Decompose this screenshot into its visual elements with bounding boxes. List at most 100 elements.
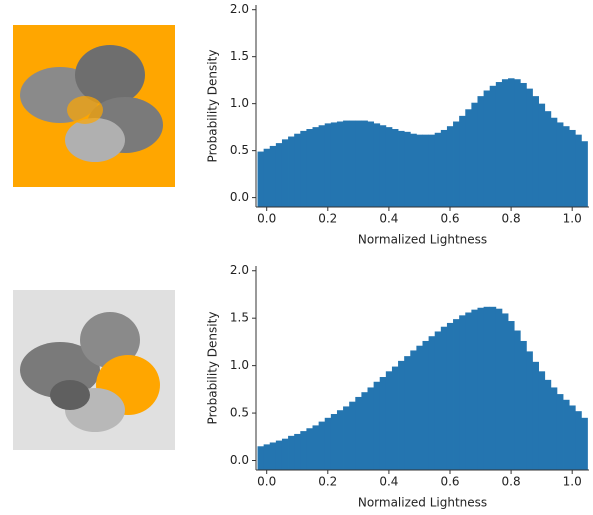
bar xyxy=(288,435,295,470)
bar xyxy=(508,321,515,470)
y-axis-label: Probability Density xyxy=(206,312,220,425)
bar xyxy=(367,387,375,470)
image-gray xyxy=(13,290,175,450)
bar xyxy=(294,133,301,207)
bar xyxy=(275,440,283,470)
bar xyxy=(526,88,533,207)
y-tick-label: 1.5 xyxy=(230,311,249,325)
bar xyxy=(373,381,381,470)
bar xyxy=(520,82,527,207)
y-tick-label: 1.0 xyxy=(230,96,249,110)
x-tick-label: 1.0 xyxy=(563,212,582,226)
bar xyxy=(556,394,564,470)
bar xyxy=(324,123,332,207)
bar xyxy=(398,130,405,207)
bar xyxy=(361,392,368,470)
bar xyxy=(318,421,326,470)
bar xyxy=(575,134,582,207)
bar xyxy=(471,102,478,207)
x-tick-label: 0.4 xyxy=(379,475,398,489)
bar xyxy=(514,79,521,207)
bar xyxy=(483,306,491,470)
bar xyxy=(495,82,503,207)
bar xyxy=(563,399,570,470)
bar xyxy=(263,148,271,207)
bar xyxy=(532,96,539,207)
bar xyxy=(318,125,326,207)
bar xyxy=(404,356,411,470)
bar xyxy=(520,340,527,470)
bar xyxy=(459,115,466,207)
bar xyxy=(569,405,576,470)
bar xyxy=(453,121,460,207)
bar xyxy=(330,414,338,470)
bar xyxy=(581,417,588,470)
bar xyxy=(434,132,442,207)
bar xyxy=(550,117,558,207)
bar xyxy=(569,129,576,207)
bar xyxy=(385,371,393,470)
bar xyxy=(526,351,533,470)
x-axis-label: Normalized Lightness xyxy=(358,233,487,247)
bar xyxy=(379,377,387,470)
bar xyxy=(294,433,301,470)
bar xyxy=(538,371,546,470)
bar xyxy=(300,130,307,207)
x-tick-label: 0.8 xyxy=(502,475,521,489)
bar xyxy=(306,428,313,470)
bar xyxy=(489,85,497,207)
bar xyxy=(349,120,356,207)
bar xyxy=(446,322,454,470)
bar xyxy=(453,319,460,470)
bar xyxy=(391,366,399,470)
bar xyxy=(385,127,393,207)
bar xyxy=(257,151,265,207)
bar xyxy=(575,411,582,470)
bar xyxy=(544,379,552,470)
bar xyxy=(336,410,344,470)
bar xyxy=(410,350,417,470)
x-tick-label: 0.2 xyxy=(318,475,337,489)
bar xyxy=(422,340,430,470)
bar xyxy=(477,96,485,207)
y-tick-label: 0.5 xyxy=(230,406,249,420)
bar xyxy=(538,103,546,207)
image-orange xyxy=(13,25,175,187)
bar xyxy=(281,139,289,207)
bar xyxy=(330,122,338,207)
bar xyxy=(556,122,564,207)
bar xyxy=(440,326,448,470)
x-tick-label: 0.4 xyxy=(379,212,398,226)
y-tick-label: 0.0 xyxy=(230,453,249,467)
bar xyxy=(514,330,521,470)
bar xyxy=(422,134,430,207)
x-tick-label: 0.6 xyxy=(440,475,459,489)
y-tick-label: 0.5 xyxy=(230,143,249,157)
y-tick-label: 2.0 xyxy=(230,2,249,16)
bar xyxy=(459,315,466,470)
bar xyxy=(501,313,509,470)
y-tick-label: 1.5 xyxy=(230,49,249,63)
bar xyxy=(373,123,381,207)
bar xyxy=(501,79,509,207)
bar xyxy=(257,446,265,470)
bar xyxy=(428,336,436,470)
bar xyxy=(306,129,313,207)
bar xyxy=(483,90,491,207)
x-tick-label: 0.0 xyxy=(257,475,276,489)
x-tick-label: 0.0 xyxy=(257,212,276,226)
bar xyxy=(416,345,423,470)
bar xyxy=(477,307,485,470)
bar xyxy=(532,361,539,470)
bar xyxy=(563,126,570,207)
bar xyxy=(416,134,423,207)
y-tick-label: 2.0 xyxy=(230,263,249,277)
bar xyxy=(263,444,271,470)
bar xyxy=(391,129,399,207)
bar xyxy=(269,442,277,470)
bar xyxy=(379,125,387,207)
bar xyxy=(349,401,356,470)
bar xyxy=(446,126,454,207)
bar xyxy=(361,120,368,207)
bar xyxy=(355,396,362,470)
